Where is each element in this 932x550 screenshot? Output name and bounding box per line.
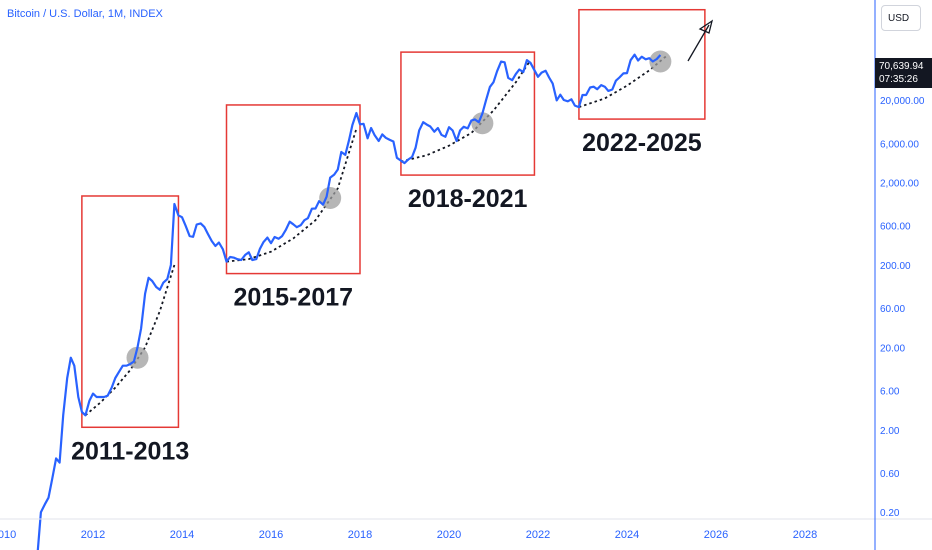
highlight-box — [400, 51, 536, 176]
y-tick-label: 20.00 — [880, 343, 905, 354]
box-label: 2015-2017 — [233, 284, 353, 312]
trend-curve — [400, 59, 532, 163]
box-label: 2011-2013 — [71, 437, 189, 465]
y-tick-label: 60.00 — [880, 304, 905, 315]
trend-curves — [84, 54, 668, 416]
y-tick-label: 6,000.00 — [880, 139, 919, 150]
box-label: 2022-2025 — [582, 129, 702, 157]
bar-countdown: 07:35:26 — [879, 74, 918, 85]
current-price: 70,639.94 — [879, 61, 924, 72]
x-tick-label: 2020 — [437, 529, 461, 541]
y-tick-label: 0.20 — [880, 508, 900, 519]
price-line — [36, 53, 662, 550]
highlight-box — [81, 195, 180, 429]
marker-circle — [319, 187, 342, 210]
highlight-boxes — [81, 8, 706, 429]
y-tick-label: 0.60 — [880, 469, 900, 480]
x-tick-label: 2018 — [348, 529, 372, 541]
x-tick-label: 2022 — [526, 529, 550, 541]
highlight-box — [578, 8, 706, 120]
x-tick-label: 2016 — [259, 529, 283, 541]
box-labels: 2011-2013 2015-2017 2018-2021 2022-2025 — [71, 129, 702, 465]
trend-curve — [578, 54, 668, 108]
y-axis-ticks: 0.20 0.60 2.00 6.00 20.00 60.00 200.00 600.00 2,… — [880, 96, 925, 519]
markers — [126, 50, 672, 369]
trend-curve — [226, 128, 358, 263]
x-tick-label: 2028 — [793, 529, 817, 541]
x-tick-label: 2014 — [170, 529, 194, 541]
y-tick-label: 2,000.00 — [880, 179, 919, 190]
x-tick-label: 2010 — [0, 529, 16, 541]
price-tag: 70,639.94 07:35:26 — [875, 58, 932, 88]
projection-arrow — [687, 19, 714, 62]
y-tick-label: 2.00 — [880, 426, 900, 437]
x-axis-ticks: 2010 2012 2014 2016 2018 2020 2022 2024 2026 2028 — [0, 529, 817, 541]
x-tick-label: 2012 — [81, 529, 105, 541]
x-tick-label: 2026 — [704, 529, 728, 541]
y-tick-label: 600.00 — [880, 222, 911, 233]
x-tick-label: 2024 — [615, 529, 639, 541]
y-tick-label: 6.00 — [880, 386, 900, 397]
currency-button[interactable]: USD — [881, 5, 921, 31]
y-tick-label: 20,000.00 — [880, 96, 925, 107]
marker-circle — [649, 50, 672, 73]
highlight-box — [225, 104, 361, 275]
box-label: 2018-2021 — [408, 185, 528, 213]
y-tick-label: 200.00 — [880, 261, 911, 272]
symbol-title[interactable]: Bitcoin / U.S. Dollar, 1M, INDEX — [7, 8, 163, 20]
marker-circle — [471, 112, 494, 135]
